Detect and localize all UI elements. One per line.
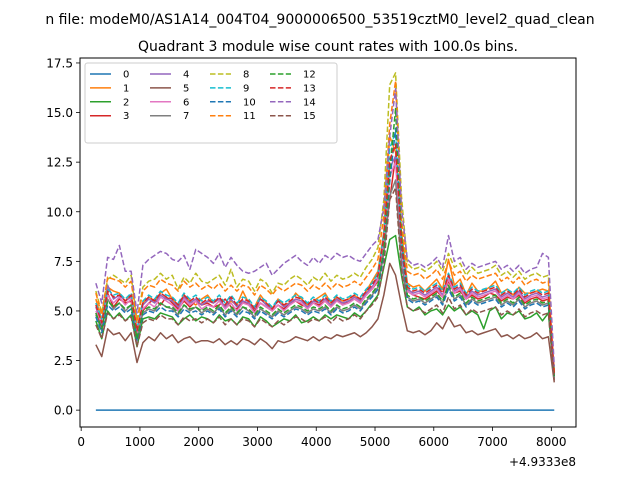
legend-label-11: 11 bbox=[243, 111, 256, 122]
y-tick-label: 17.5 bbox=[46, 56, 73, 70]
plot-area: 0 1000 2000 3000 4000 5000 6000 7000 8000 0.0 2.5… bbox=[46, 56, 577, 469]
legend-label-14: 14 bbox=[303, 97, 316, 108]
x-tick-label: 0 bbox=[77, 435, 85, 449]
x-tick-label: 4000 bbox=[301, 435, 332, 449]
x-axis-offset-label: +4.9333e8 bbox=[509, 455, 576, 469]
series-line-13 bbox=[95, 143, 556, 375]
series-line-5 bbox=[95, 262, 556, 383]
series-line-7 bbox=[95, 179, 556, 379]
y-tick-label: 2.5 bbox=[54, 354, 73, 368]
series-line-14 bbox=[95, 88, 556, 367]
legend-label-2: 2 bbox=[123, 97, 129, 108]
y-tick-label: 15.0 bbox=[46, 106, 73, 120]
series-line-9 bbox=[95, 131, 556, 375]
x-tick-label: 6000 bbox=[419, 435, 450, 449]
x-tick-label: 2000 bbox=[183, 435, 214, 449]
legend-frame bbox=[84, 62, 338, 144]
y-tick-label: 7.5 bbox=[54, 255, 73, 269]
legend-label-12: 12 bbox=[303, 70, 316, 81]
legend-label-5: 5 bbox=[183, 83, 189, 94]
legend-label-3: 3 bbox=[123, 111, 129, 122]
series-line-8 bbox=[95, 72, 556, 371]
legend-label-9: 9 bbox=[243, 83, 249, 94]
figure-suptitle: n file: modeM0/AS1A14_004T04_9000006500_… bbox=[45, 12, 594, 28]
y-tick-label: 0.0 bbox=[54, 404, 73, 418]
legend-label-8: 8 bbox=[243, 70, 249, 81]
x-tick-label: 3000 bbox=[242, 435, 273, 449]
legend-label-7: 7 bbox=[183, 111, 189, 122]
legend-label-13: 13 bbox=[303, 83, 316, 94]
legend-label-10: 10 bbox=[243, 97, 256, 108]
x-tick-label: 1000 bbox=[125, 435, 156, 449]
x-tick-label: 7000 bbox=[477, 435, 508, 449]
legend-label-6: 6 bbox=[183, 97, 189, 108]
series-line-10 bbox=[95, 127, 556, 379]
y-tick-label: 10.0 bbox=[46, 205, 73, 219]
legend-label-4: 4 bbox=[183, 70, 189, 81]
legend-label-0: 0 bbox=[123, 70, 129, 81]
legend-label-1: 1 bbox=[123, 83, 129, 94]
series-line-6 bbox=[95, 161, 556, 377]
y-axis: 0.0 2.5 5.0 7.5 10.0 12.5 15.0 17.5 bbox=[46, 56, 80, 418]
chart-title: Quadrant 3 module wise count rates with … bbox=[138, 39, 518, 55]
y-tick-label: 5.0 bbox=[54, 304, 73, 318]
series-line-11 bbox=[95, 80, 556, 373]
series-layer bbox=[95, 72, 556, 411]
x-tick-label: 8000 bbox=[536, 435, 567, 449]
axes-frame bbox=[79, 57, 577, 428]
y-tick-label: 12.5 bbox=[46, 156, 73, 170]
series-line-15 bbox=[95, 187, 556, 381]
x-axis: 0 1000 2000 3000 4000 5000 6000 7000 8000 bbox=[77, 427, 567, 449]
series-line-12 bbox=[95, 107, 556, 377]
series-line-4 bbox=[95, 155, 556, 377]
series-line-2 bbox=[95, 234, 556, 379]
x-tick-label: 5000 bbox=[360, 435, 391, 449]
legend-label-15: 15 bbox=[303, 111, 316, 122]
